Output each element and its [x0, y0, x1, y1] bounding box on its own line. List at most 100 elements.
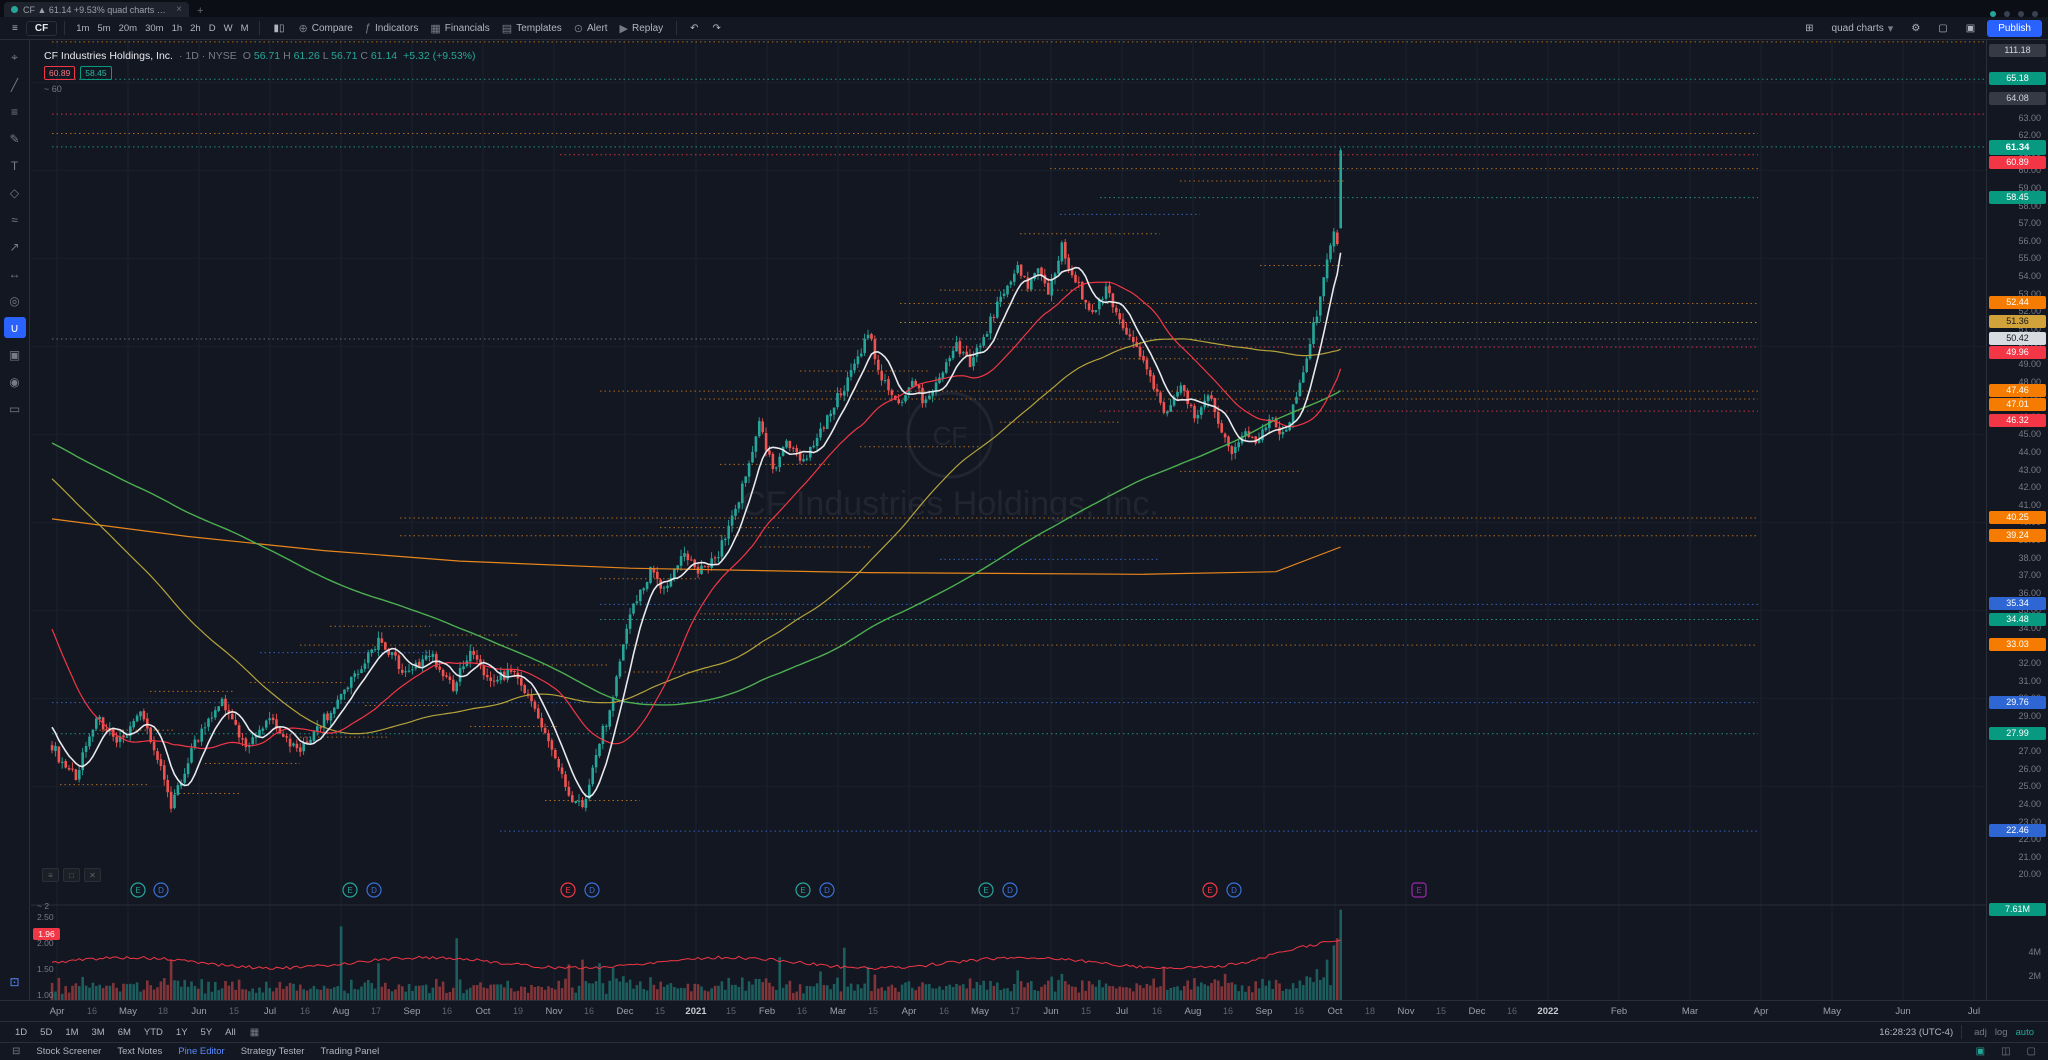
time-label: Feb: [758, 1006, 776, 1017]
measure-tool[interactable]: ↔: [8, 266, 21, 281]
shapes-tool[interactable]: ◇: [9, 185, 20, 200]
price-scale[interactable]: 20.00 21.00 22.00 23.00 24.00 25.00 26.00 27.00…: [1986, 40, 2048, 1000]
range-button-5y[interactable]: 5Y: [200, 1026, 213, 1038]
templates-button[interactable]: ▤ Templates: [496, 20, 568, 37]
price-level-label: 35.34: [1989, 597, 2046, 611]
timeframe-button-M[interactable]: M: [240, 22, 249, 34]
range-button-ytd[interactable]: YTD: [143, 1026, 163, 1038]
layout-select[interactable]: quad charts ▾: [1826, 20, 1900, 37]
go-to-date-icon[interactable]: ▦: [249, 1026, 260, 1038]
range-button-1y[interactable]: 1Y: [175, 1026, 188, 1038]
bottom-tab-text-notes[interactable]: Text Notes: [117, 1046, 163, 1057]
toggle-adj[interactable]: adj: [1974, 1026, 1987, 1038]
earnings-icon: [1202, 882, 1218, 898]
zoom-tool[interactable]: ◎: [9, 293, 20, 308]
time-axis[interactable]: Apr May Jun Jul Aug Sep Oct Nov Dec 2021 Feb Mar Apr…: [0, 1000, 2048, 1021]
bottom-tab-stock-screener[interactable]: Stock Screener: [36, 1046, 102, 1057]
financials-button[interactable]: ▦ Financials: [424, 20, 495, 37]
time-label: Apr: [901, 1006, 917, 1017]
redo-icon[interactable]: ↷: [712, 22, 721, 34]
timeframe-button-2h[interactable]: 2h: [190, 22, 201, 34]
panel-settings-icon[interactable]: ◫: [2001, 1046, 2011, 1057]
magnet-tool[interactable]: ∪: [3, 317, 26, 338]
timeframe-button-1h[interactable]: 1h: [171, 22, 183, 34]
trend-line-tool[interactable]: ╱: [10, 77, 19, 92]
replay-button[interactable]: ▶ Replay: [614, 20, 670, 37]
session-clock[interactable]: 16:28:23 (UTC-4): [1879, 1026, 1954, 1038]
bottom-tab-pine-editor[interactable]: Pine Editor: [178, 1046, 225, 1057]
profile-icon[interactable]: [2018, 11, 2024, 17]
bottom-tab-trading-panel[interactable]: Trading Panel: [320, 1046, 380, 1057]
symbol-title[interactable]: CF Industries Holdings, Inc.: [44, 50, 173, 62]
chart-style-icon[interactable]: ▮▯: [273, 22, 285, 34]
candlestick-chart[interactable]: CF CF Industries Holdings, Inc. E D E D E D E D E D…: [31, 40, 1986, 1000]
fib-tool[interactable]: ≡: [10, 104, 18, 119]
alert-button[interactable]: ⊙ Alert: [568, 20, 614, 37]
compare-button[interactable]: ⊕ Compare: [293, 20, 359, 37]
cursor-tool[interactable]: ⌖: [11, 50, 18, 64]
range-button-1d[interactable]: 1D: [15, 1026, 28, 1038]
tab-close-icon[interactable]: ×: [176, 4, 182, 15]
snapshot-camera-icon[interactable]: ▣: [1965, 22, 1976, 34]
ohlc-label: H: [283, 50, 294, 62]
pane-control-button[interactable]: ✕: [84, 868, 101, 882]
time-label: 16: [938, 1006, 950, 1016]
extension-icon[interactable]: [2004, 11, 2010, 17]
price-tick: 49.00: [2018, 359, 2041, 369]
panel-expand-icon[interactable]: ▢: [2026, 1046, 2036, 1057]
publish-button[interactable]: Publish: [1987, 19, 2042, 37]
timeframe-button-1m[interactable]: 1m: [76, 22, 90, 34]
range-button-3m[interactable]: 3M: [91, 1026, 105, 1038]
hide-drawings-tool[interactable]: ◉: [9, 374, 20, 389]
toggle-auto[interactable]: auto: [2015, 1026, 2035, 1038]
toggle-log[interactable]: log: [1994, 1026, 2008, 1038]
pane-control-button[interactable]: ≡: [42, 868, 59, 882]
dividend-icon: [584, 882, 600, 898]
settings-gear-icon[interactable]: ⚙: [1911, 22, 1921, 34]
timeframe-button-5m[interactable]: 5m: [97, 22, 111, 34]
hamburger-menu-icon[interactable]: ≡: [12, 22, 18, 34]
indicator-values[interactable]: 60.89 58.45: [44, 66, 476, 80]
svg-text:E: E: [1416, 886, 1421, 895]
time-label: 16: [796, 1006, 808, 1016]
browser-tab[interactable]: CF ▲ 61.14 +9.53% quad charts — TradingV…: [4, 2, 189, 17]
timeframe-button-30m[interactable]: 30m: [145, 22, 164, 34]
time-label: 15: [1080, 1006, 1092, 1016]
text-tool[interactable]: T: [10, 158, 19, 173]
extension-icon[interactable]: [1990, 11, 1996, 17]
svg-text:D: D: [371, 886, 377, 895]
pattern-tool[interactable]: ≈: [11, 212, 18, 227]
bottom-tab-strategy-tester[interactable]: Strategy Tester: [240, 1046, 305, 1057]
price-tick: 57.00: [2018, 218, 2041, 229]
fullscreen-icon[interactable]: ▢: [1938, 22, 1948, 34]
trading-status-icon[interactable]: ▣: [1975, 1046, 1986, 1057]
remove-drawings-tool[interactable]: ▭: [8, 401, 21, 416]
time-label: 16: [1506, 1006, 1518, 1016]
pane-control-button[interactable]: □: [63, 868, 80, 882]
new-tab-button[interactable]: +: [197, 5, 204, 17]
timeframe-button-D[interactable]: D: [208, 22, 216, 34]
range-button-1m[interactable]: 1M: [65, 1026, 79, 1038]
brush-tool[interactable]: ✎: [9, 131, 20, 146]
undo-icon[interactable]: ↶: [690, 22, 699, 34]
range-button-5d[interactable]: 5D: [40, 1026, 53, 1038]
drawings-panel-toggle[interactable]: ⊡: [9, 974, 20, 989]
symbol-button[interactable]: CF: [25, 20, 58, 36]
price-tick: 37.00: [2018, 570, 2041, 581]
menu-dots-icon[interactable]: [2032, 11, 2038, 17]
indicator-row[interactable]: ~ 60: [44, 84, 62, 94]
lock-tool[interactable]: ▣: [8, 347, 21, 362]
layout-grid-icon[interactable]: ⊞: [1805, 22, 1814, 34]
time-label: 15: [1435, 1006, 1447, 1016]
indicator-value-chip: 58.45: [80, 66, 112, 80]
timeframe-button-20m[interactable]: 20m: [118, 22, 138, 34]
timeframe-button-W[interactable]: W: [223, 22, 233, 34]
indicators-button[interactable]: ƒ Indicators: [359, 20, 424, 37]
level-lines: [52, 41, 1985, 832]
time-label: 16: [299, 1006, 311, 1016]
range-button-6m[interactable]: 6M: [117, 1026, 131, 1038]
panel-icon[interactable]: ⊟: [12, 1046, 21, 1057]
range-button-all[interactable]: All: [225, 1026, 236, 1038]
forecast-tool[interactable]: ↗: [9, 239, 20, 254]
